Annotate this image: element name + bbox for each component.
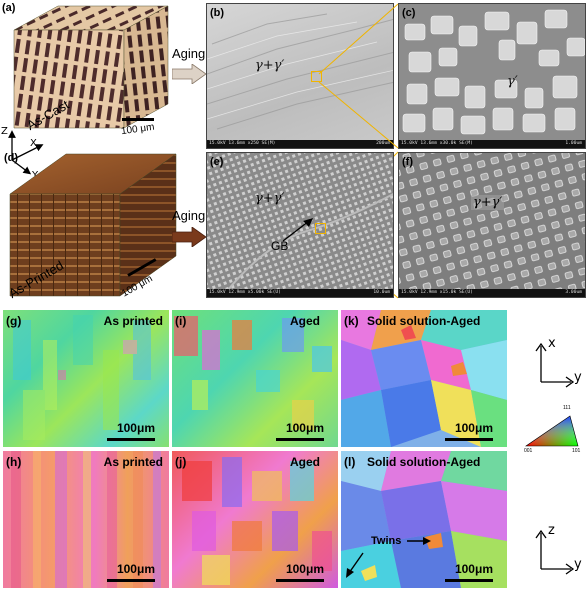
panel-i: (i) Aged 100μm [172,310,338,447]
sem-footer-e-right: 10.0um [373,290,390,295]
aging-arrow-bottom [172,227,206,247]
panel-letter-i: (i) [175,314,187,328]
ebsd-label-k: Solid solution-Aged [367,314,481,328]
panel-letter-b: (b) [210,7,225,19]
scale-bar-l [445,579,493,582]
axis-z-label: Z [1,126,8,137]
ebsd-map-i [174,316,332,430]
legend-z-label: z [548,523,555,538]
ebsd-map-k [341,310,507,447]
panel-e: (e) γ+γ′ GB 15.0kV 12.9mm x5.00k SE(U) 1… [206,152,394,298]
sem-footer-f-left: 15.0kV 12.9mm x15.0k SE(U) [401,290,473,295]
ebsd-map-j [182,457,332,585]
panel-letter-e: (e) [210,156,224,168]
sem-footer-b-left: 15.0kV 13.6mm x250 SE(M) [209,141,276,146]
aging-label-top: Aging [172,46,206,61]
panel-c: (c) γ′ 15.0kV 13.6mm x30.0k SE(M) 1.00um [398,3,586,149]
ipf-label-001: 001 [524,448,533,454]
panel-letter-a: (a) [2,2,16,14]
sem-image-e [207,153,393,291]
ebsd-map-l [341,451,507,588]
legend-axes-zy [535,529,575,575]
coordinate-axes [8,130,44,175]
aging-arrow-top [172,64,206,84]
sem-footer-b-right: 200um [376,141,390,146]
ebsd-label-l: Solid solution-Aged [367,455,481,469]
gb-arrow [282,218,313,242]
sem-footer-f-right: 3.00um [565,290,582,295]
panel-b: (b) γ+γ′ 15.0kV 13.6mm x250 SE(M) 200um [206,3,394,149]
sem-footer-c: 15.0kV 13.6mm x30.0k SE(M) 1.00um [399,140,585,148]
scale-bar-g [107,438,155,441]
ipf-label-101: 101 [572,448,581,454]
ebsd-map-g [13,315,151,440]
sem-footer-f: 15.0kV 12.9mm x15.0k SE(U) 3.00um [399,289,585,297]
panel-k: (k) Solid solution-Aged 100μm [341,310,507,447]
panel-letter-h: (h) [6,455,22,469]
legend-y-label-bottom: y [574,557,582,572]
scale-label-g: 100μm [116,421,155,435]
scale-bar-i [276,438,324,441]
sem-footer-c-left: 15.0kV 13.6mm x30.0k SE(M) [401,141,473,146]
panel-letter-g: (g) [6,314,22,328]
ebsd-label-i: Aged [290,314,320,328]
sem-image-f [399,153,585,291]
scale-bar-a [122,118,154,121]
panel-g: (g) As printed 100μm [3,310,169,447]
ebsd-label-g: As printed [103,314,163,328]
scale-label-i: 100μm [285,421,324,435]
phase-label-c: γ′ [507,74,518,89]
scale-bar-j [276,579,324,582]
twins-label: Twins [371,535,402,547]
panel-letter-l: (l) [344,455,356,469]
panel-letter-k: (k) [344,314,359,328]
ebsd-label-j: Aged [290,455,320,469]
panel-letter-d: (d) [4,152,19,164]
legend-x-label: x [548,336,556,351]
sem-footer-e-left: 15.0kV 12.9mm x5.00k SE(U) [209,290,281,295]
sem-footer-b: 15.0kV 13.6mm x250 SE(M) 200um [207,140,393,148]
ipf-color-key [525,415,579,447]
panel-a: (a) 100 μm [0,0,175,145]
sem-image-b [207,13,393,130]
ebsd-label-h: As printed [103,455,163,469]
axis-y-label: Y [32,170,39,181]
scale-label-h: 100μm [116,562,155,576]
panel-letter-j: (j) [175,455,187,469]
sem-footer-e: 15.0kV 12.9mm x5.00k SE(U) 10.0um [207,289,393,297]
as-cast-cube-image [13,5,169,129]
aging-label-bottom: Aging [172,208,206,223]
panel-d: (d) 100 μm [0,150,180,302]
scale-label-l: 100μm [454,562,493,576]
panel-j: (j) Aged 100μm [172,451,338,588]
scale-label-j: 100μm [285,562,324,576]
ebsd-map-h [11,451,161,588]
panel-f: (f) γ+γ′ 15.0kV 12.9mm x15.0k SE(U) 3.00… [398,152,586,298]
axis-x-label: X [30,138,37,149]
scale-label-k: 100μm [454,421,493,435]
panel-l: (l) Solid solution-Aged Twins 100μm [341,451,507,588]
sem-image-c [402,9,585,135]
gb-label: GB [271,239,289,253]
panel-letter-f: (f) [402,156,413,168]
panel-letter-c: (c) [402,7,416,19]
panel-h: (h) As printed 100μm [3,451,169,588]
legend-y-label-top: y [574,370,582,385]
zoom-box-e [315,223,326,234]
ipf-label-111: 111 [563,405,571,411]
scale-bar-k [445,438,493,441]
as-printed-cube-image [9,153,177,297]
sem-footer-c-right: 1.00um [565,141,582,146]
scale-bar-h [107,579,155,582]
phase-label-b: γ+γ′ [255,58,285,73]
phase-label-e: γ+γ′ [255,191,285,206]
phase-label-f: γ+γ′ [471,195,505,210]
zoom-box-b [311,71,322,82]
twins-arrows [346,537,431,578]
legend-axes-xy [535,342,575,388]
